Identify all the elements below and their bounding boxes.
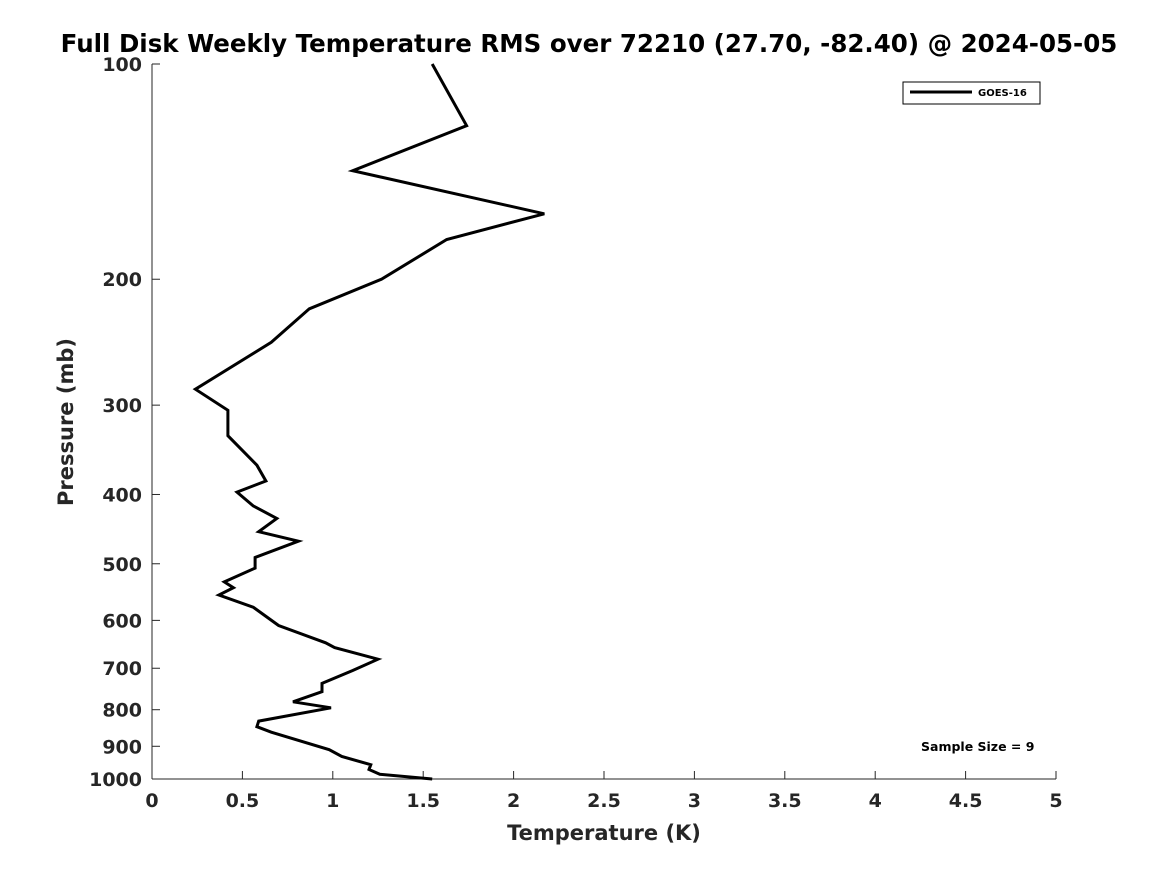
x-tick-label: 3 bbox=[688, 790, 701, 812]
y-tick-label: 900 bbox=[102, 736, 142, 758]
sample-size-annotation: Sample Size = 9 bbox=[921, 739, 1034, 754]
y-tick-label: 300 bbox=[102, 395, 142, 417]
x-ticks: 0 0.5 1 1.5 2 2.5 3 3.5 4 4.5 5 bbox=[145, 771, 1063, 812]
y-ticks: 100 200 300 400 500 600 700 800 900 1000 bbox=[89, 54, 160, 791]
x-tick-label: 2 bbox=[507, 790, 520, 812]
y-tick-label: 800 bbox=[102, 700, 142, 722]
x-tick-label: 4 bbox=[869, 790, 882, 812]
x-axis-label: Temperature (K) bbox=[507, 821, 701, 845]
x-tick-label: 5 bbox=[1049, 790, 1062, 812]
y-axis-label: Pressure (mb) bbox=[54, 338, 78, 506]
x-tick-label: 1.5 bbox=[406, 790, 440, 812]
y-tick-label: 600 bbox=[102, 610, 142, 632]
chart-title: Full Disk Weekly Temperature RMS over 72… bbox=[61, 29, 1118, 58]
y-tick-label: 700 bbox=[102, 658, 142, 680]
x-tick-label: 0 bbox=[145, 790, 158, 812]
x-tick-label: 2.5 bbox=[587, 790, 621, 812]
y-tick-label: 400 bbox=[102, 484, 142, 506]
y-tick-label: 100 bbox=[102, 54, 142, 76]
legend: GOES-16 bbox=[902, 81, 1041, 105]
x-tick-label: 1 bbox=[326, 790, 339, 812]
series-layer bbox=[192, 63, 545, 781]
series-line-goes-16 bbox=[192, 63, 545, 781]
x-tick-label: 0.5 bbox=[226, 790, 260, 812]
y-tick-label: 200 bbox=[102, 269, 142, 291]
x-tick-label: 4.5 bbox=[949, 790, 983, 812]
x-tick-label: 3.5 bbox=[768, 790, 802, 812]
legend-label-goes-16: GOES-16 bbox=[978, 88, 1027, 99]
y-tick-label: 1000 bbox=[89, 769, 142, 791]
y-tick-label: 500 bbox=[102, 554, 142, 576]
